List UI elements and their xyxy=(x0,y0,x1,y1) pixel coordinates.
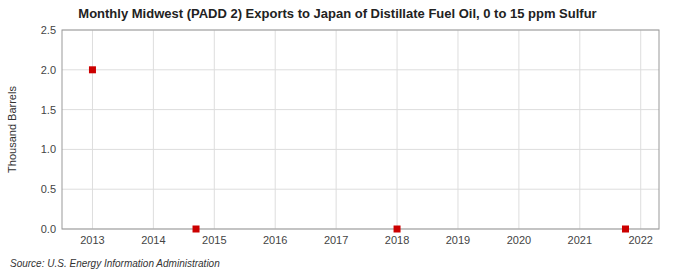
y-grid-line xyxy=(62,149,659,150)
x-grid-line xyxy=(640,30,641,229)
x-tick-label: 2020 xyxy=(507,234,531,246)
x-grid-line xyxy=(92,30,93,229)
x-grid-line xyxy=(336,30,337,229)
chart: Monthly Midwest (PADD 2) Exports to Japa… xyxy=(0,0,675,275)
y-tick-label: 0.5 xyxy=(41,183,56,195)
y-grid-line xyxy=(62,109,659,110)
x-tick-label: 2017 xyxy=(324,234,348,246)
x-tick-label: 2021 xyxy=(568,234,592,246)
point xyxy=(193,226,200,233)
x-tick-label: 2016 xyxy=(263,234,287,246)
x-tick-label: 2013 xyxy=(80,234,104,246)
x-grid-line xyxy=(275,30,276,229)
y-tick-label: 1.0 xyxy=(41,143,56,155)
points xyxy=(89,66,629,232)
y-axis-label: Thousand Barrels xyxy=(6,86,18,173)
x-tick-label: 2022 xyxy=(628,234,652,246)
tick-labels: 2013 2014 2015 2016 2017 2018 2019 2020 2021 2022… xyxy=(41,24,653,246)
y-grid-line xyxy=(62,69,659,70)
y-tick-label: 1.5 xyxy=(41,104,56,116)
x-grid-line xyxy=(457,30,458,229)
x-grid-line xyxy=(153,30,154,229)
x-tick-label: 2019 xyxy=(446,234,470,246)
x-tick-label: 2015 xyxy=(202,234,226,246)
x-grid-line xyxy=(579,30,580,229)
y-tick-label: 2.0 xyxy=(41,64,56,76)
point xyxy=(89,66,96,73)
y-tick-label: 0.0 xyxy=(41,223,56,235)
point xyxy=(394,226,401,233)
point xyxy=(622,226,629,233)
x-grid-line xyxy=(518,30,519,229)
y-tick-label: 2.5 xyxy=(41,24,56,36)
title: Monthly Midwest (PADD 2) Exports to Japa… xyxy=(78,6,596,21)
x-grid-line xyxy=(214,30,215,229)
y-grid-line xyxy=(62,189,659,190)
x-tick-label: 2014 xyxy=(141,234,165,246)
source: Source: U.S. Energy Information Administ… xyxy=(10,258,220,269)
x-tick-label: 2018 xyxy=(385,234,409,246)
grid xyxy=(62,30,659,229)
plot-frame xyxy=(62,30,659,229)
x-grid-line xyxy=(397,30,398,229)
